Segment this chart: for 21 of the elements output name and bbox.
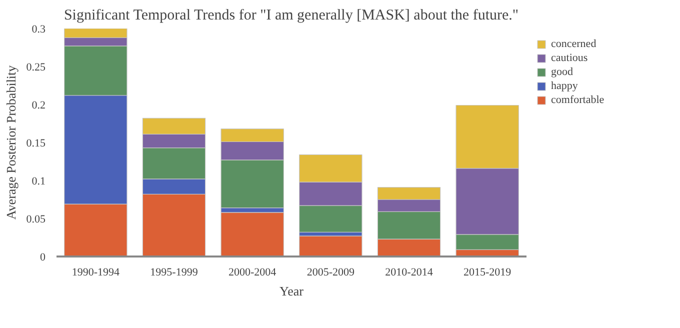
x-tick-label: 1995-1999 [150,266,198,278]
chart-title: Significant Temporal Trends for "I am generally [MASK] about the future." [64,8,519,24]
legend-label: good [551,66,573,78]
x-tick-label: 2010-2014 [385,266,434,278]
y-axis-title: Average Posterior Probability [3,64,18,220]
x-tick-label: 1990-1994 [72,266,120,278]
y-tick-label: 0 [40,252,46,264]
x-tick-label: 2005-2009 [306,266,355,278]
y-tick-label: 0.15 [26,138,46,150]
x-tick-label: 2015-2019 [464,266,512,278]
legend-label: cautious [551,52,588,64]
y-tick-label: 0.1 [32,176,46,188]
y-tick-label: 0.25 [26,62,46,74]
legend-label: happy [551,80,578,92]
y-tick-label: 0.05 [26,214,46,226]
legend-label: comfortable [551,94,604,106]
x-axis-title: Year [280,284,304,298]
y-tick-label: 0.2 [32,100,46,112]
legend-label: concerned [551,38,596,50]
x-tick-label: 2000-2004 [228,266,277,278]
y-tick-label: 0.3 [32,24,46,36]
